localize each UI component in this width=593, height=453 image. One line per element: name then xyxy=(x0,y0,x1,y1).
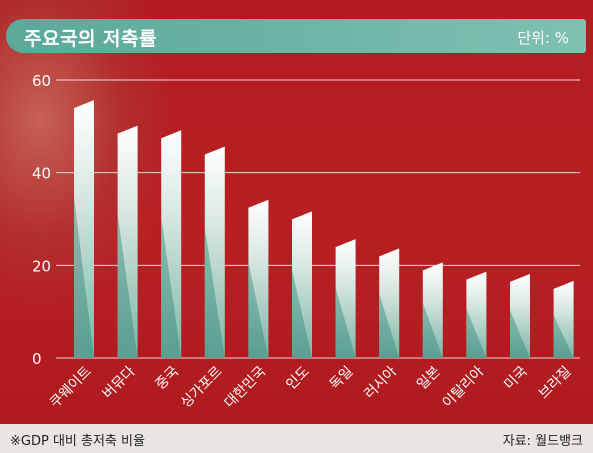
bar xyxy=(379,248,400,358)
bar xyxy=(292,211,312,358)
bar xyxy=(74,100,94,359)
x-category-label: 브라질 xyxy=(536,364,575,403)
bar xyxy=(248,199,269,358)
bar xyxy=(510,273,530,358)
x-category-label: 미국 xyxy=(501,363,531,393)
bar xyxy=(117,125,138,359)
x-category-label: 싱가포르 xyxy=(178,363,226,411)
x-category-label: 인도 xyxy=(283,363,313,393)
bar xyxy=(466,271,487,358)
x-category-label: 쿠웨이트 xyxy=(47,363,95,411)
bar xyxy=(553,280,574,358)
x-category-label: 대한민국 xyxy=(221,363,269,411)
x-category-label: 일본 xyxy=(414,363,444,393)
chart-title: 주요국의 저축률 xyxy=(24,28,157,50)
unit-label: 단위: % xyxy=(517,29,569,47)
bar xyxy=(335,239,356,358)
x-category-label: 러시아 xyxy=(361,363,400,402)
x-category-label: 이탈리아 xyxy=(439,363,487,411)
footer-bar xyxy=(0,424,593,453)
title-bar xyxy=(6,19,586,53)
x-category-label: 중국 xyxy=(152,363,182,393)
bar xyxy=(204,146,225,358)
y-tick-label: 40 xyxy=(32,165,51,183)
bar xyxy=(161,130,182,358)
x-category-label: 독일 xyxy=(327,364,357,394)
y-tick-label: 0 xyxy=(32,350,42,368)
source-label: 자료: 월드뱅크 xyxy=(502,434,583,449)
y-tick-label: 20 xyxy=(32,257,51,275)
x-category-label: 버뮤다 xyxy=(100,363,139,402)
y-tick-label: 60 xyxy=(32,72,51,90)
bar xyxy=(422,262,443,358)
footnote: ※GDP 대비 총저축 비율 xyxy=(10,434,145,449)
